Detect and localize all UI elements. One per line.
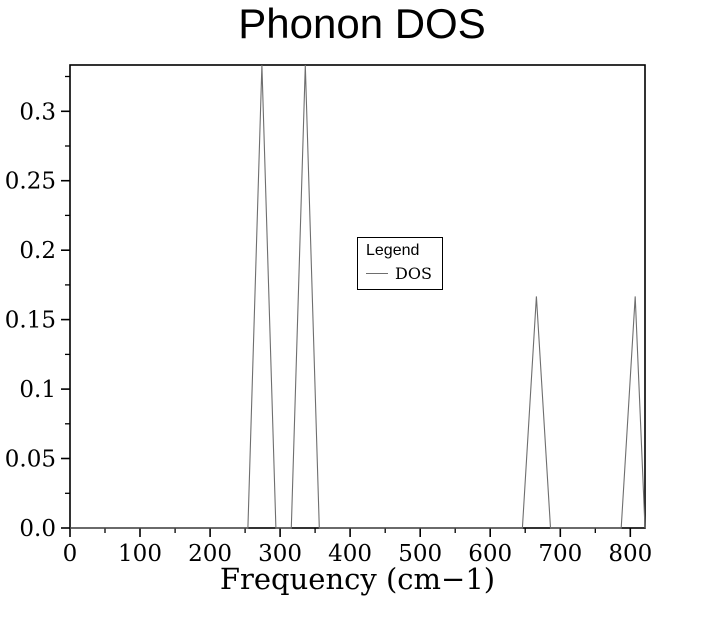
x-tick-label: 700 bbox=[538, 541, 582, 567]
y-tick-label: 0.1 bbox=[19, 377, 56, 403]
legend-entry-dos: DOS bbox=[366, 264, 432, 283]
legend-box: Legend DOS bbox=[357, 237, 443, 290]
x-tick-label: 600 bbox=[468, 541, 512, 567]
y-tick-label: 0.3 bbox=[19, 99, 56, 125]
x-tick-label: 800 bbox=[608, 541, 652, 567]
x-axis-label: Frequency (cm−1) bbox=[219, 562, 496, 596]
y-tick-label: 0.05 bbox=[5, 447, 56, 473]
x-tick-label: 100 bbox=[118, 541, 162, 567]
x-tick-label: 300 bbox=[258, 541, 302, 567]
legend-entry-label: DOS bbox=[395, 264, 432, 283]
y-tick-label: 0.0 bbox=[19, 516, 56, 542]
x-tick-label: 200 bbox=[188, 541, 232, 567]
y-tick-label: 0.25 bbox=[5, 169, 56, 195]
x-tick-label: 500 bbox=[398, 541, 442, 567]
dos-curve bbox=[70, 64, 646, 529]
y-tick-label: 0.2 bbox=[19, 238, 56, 264]
dos-line-swatch bbox=[366, 273, 388, 274]
x-tick-label: 400 bbox=[328, 541, 372, 567]
plot-frame bbox=[69, 64, 646, 529]
chart-title: Phonon DOS bbox=[238, 0, 486, 47]
legend-title: Legend bbox=[366, 242, 420, 259]
x-tick-label: 0 bbox=[63, 541, 78, 567]
y-tick-label: 0.15 bbox=[5, 308, 56, 334]
